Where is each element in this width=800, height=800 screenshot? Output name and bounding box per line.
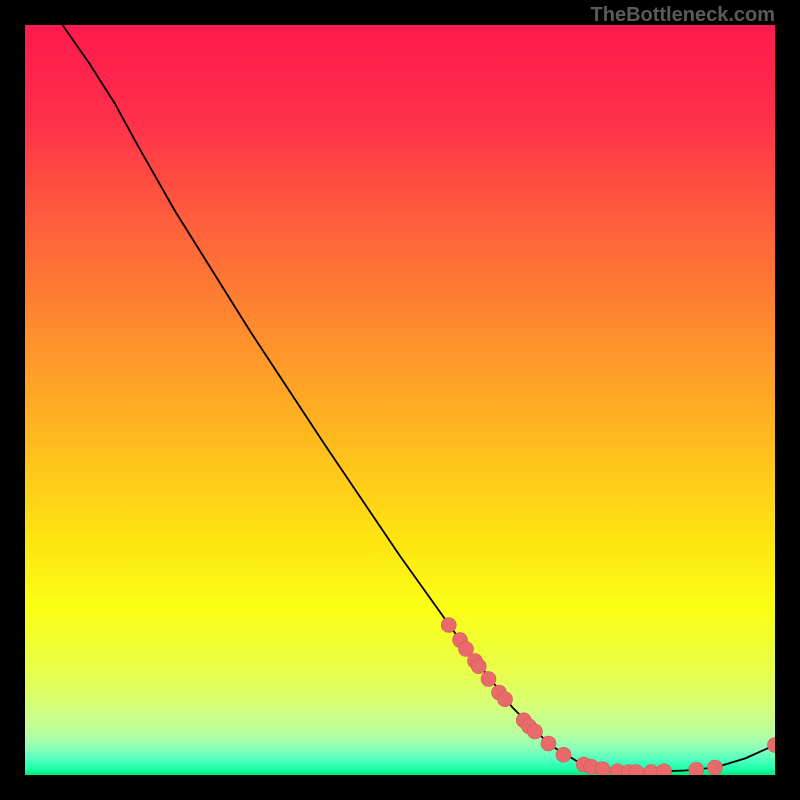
data-marker bbox=[689, 762, 704, 775]
data-marker bbox=[471, 659, 486, 674]
data-marker bbox=[498, 692, 513, 707]
data-marker bbox=[528, 724, 543, 739]
data-marker bbox=[595, 762, 610, 776]
markers-group bbox=[441, 618, 775, 776]
data-marker bbox=[556, 747, 571, 762]
bottleneck-chart bbox=[25, 25, 775, 775]
data-marker bbox=[541, 736, 556, 751]
chart-overlay bbox=[25, 25, 775, 775]
watermark-text: TheBottleneck.com bbox=[591, 4, 775, 27]
bottleneck-curve bbox=[63, 25, 776, 772]
data-marker bbox=[708, 760, 723, 775]
data-marker bbox=[441, 618, 456, 633]
data-marker bbox=[768, 738, 776, 753]
data-marker bbox=[657, 764, 672, 775]
data-marker bbox=[481, 672, 496, 687]
